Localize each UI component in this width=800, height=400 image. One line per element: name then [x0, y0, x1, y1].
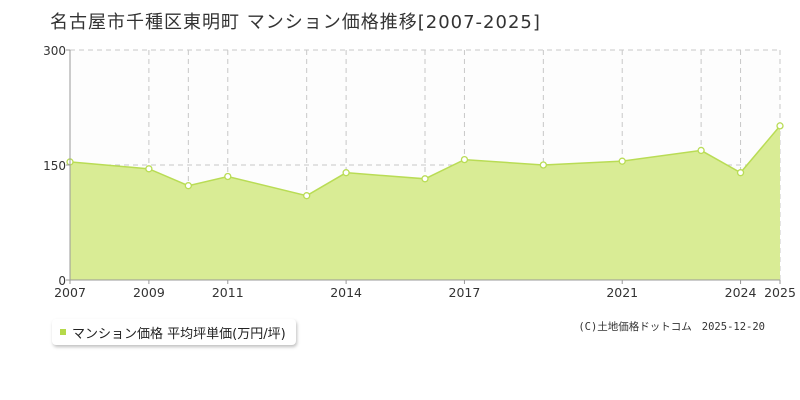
axis-layer: 0 150 300 2007 2009 2011 2014 2017 2021 2024 2025: [43, 44, 796, 300]
legend: マンション価格 平均坪単価(万円/坪): [52, 319, 296, 345]
x-tick-label: 2024: [725, 285, 757, 300]
x-tick-label: 2011: [212, 285, 244, 300]
chart-title: 名古屋市千種区東明町 マンション価格推移[2007-2025]: [50, 12, 541, 33]
data-point: [224, 172, 232, 181]
data-point: [145, 165, 153, 173]
credit-source: (C)土地価格ドットコム: [578, 321, 692, 333]
credit: (C)土地価格ドットコム 2025-12-20: [578, 319, 765, 334]
x-tick-label: 2025: [764, 285, 796, 300]
y-tick-label: 300: [43, 44, 66, 58]
data-point: [736, 169, 745, 177]
data-point: [421, 175, 429, 183]
data-point: [342, 169, 350, 177]
legend-label: マンション価格 平均坪単価(万円/坪): [72, 326, 286, 342]
y-tick-label: 0: [58, 274, 66, 288]
data-point: [697, 146, 705, 155]
x-tick-label: 2021: [606, 285, 638, 300]
credit-date: 2025-12-20: [701, 321, 765, 333]
data-point: [776, 122, 784, 130]
data-point: [539, 161, 547, 169]
x-tick-label: 2007: [54, 285, 86, 300]
marker-layer: [66, 122, 784, 200]
series-area: [70, 125, 780, 281]
x-tick-label: 2014: [330, 285, 362, 300]
x-tick-label: 2017: [449, 285, 481, 300]
data-point: [303, 192, 311, 200]
y-tick-label: 150: [43, 159, 66, 173]
legend-marker-icon: [60, 329, 66, 335]
data-point: [184, 182, 192, 190]
data-point: [618, 157, 626, 165]
x-tick-label: 2009: [133, 285, 165, 300]
data-point: [460, 155, 469, 164]
